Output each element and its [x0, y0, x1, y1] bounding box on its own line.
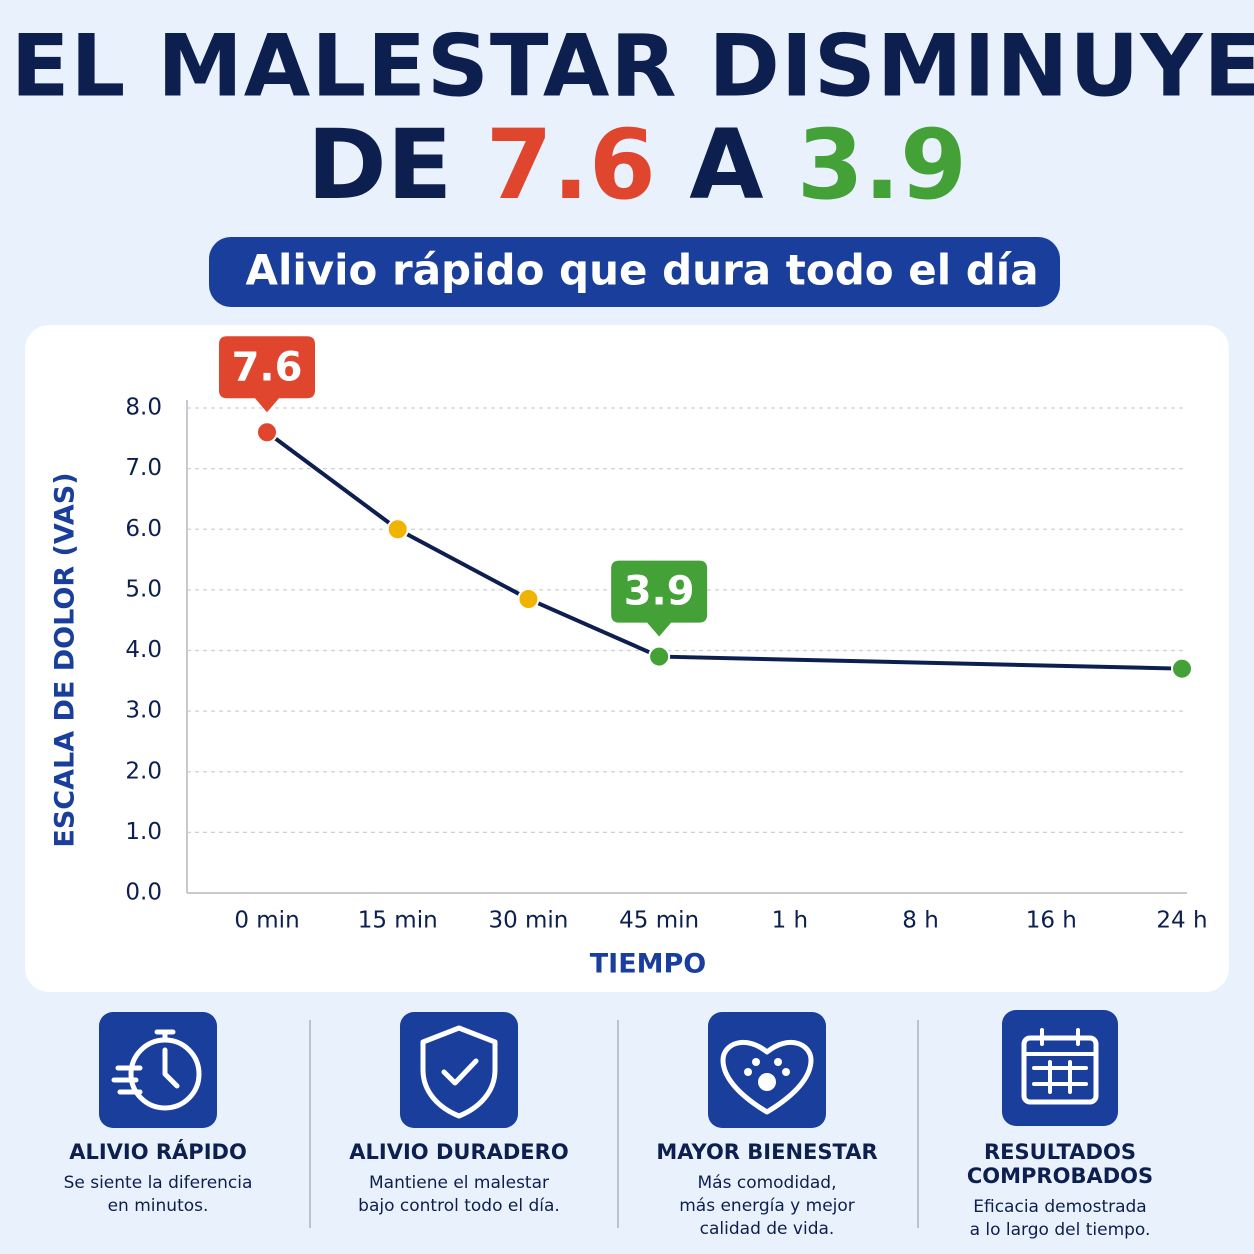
title-part: A: [656, 109, 797, 221]
point: [1171, 657, 1193, 680]
point: [256, 421, 278, 444]
y-tick-label: 1.0: [125, 819, 162, 845]
feature-title: ALIVIO RÁPIDO: [69, 1139, 247, 1164]
title-part: 7.6: [486, 109, 656, 221]
feature-title: COMPROBADOS: [967, 1164, 1153, 1188]
heart-icon: [720, 1040, 814, 1115]
y-tick-label: 4.0: [125, 637, 162, 663]
y-tick-label: 6.0: [125, 516, 162, 542]
y-tick-label: 8.0: [125, 395, 162, 421]
calendar-icon: [1021, 1035, 1099, 1105]
x-axis-label: TIEMPO: [590, 949, 707, 980]
title-part: 3.9: [797, 109, 967, 221]
line-segment: [265, 430, 399, 531]
point: [517, 587, 540, 610]
subtitle-pill: [209, 237, 1060, 307]
feature-text: Eficacia demostrada: [973, 1197, 1146, 1217]
x-tick-label: 24 h: [1156, 908, 1207, 934]
feature-text: más energía y mejor: [679, 1196, 855, 1216]
data-label: 7.6: [232, 344, 303, 390]
chart-card: [25, 325, 1229, 992]
x-tick-label: 0 min: [234, 908, 299, 934]
y-tick-label: 7.0: [125, 455, 162, 481]
point: [386, 518, 409, 541]
feature-title: ALIVIO DURADERO: [349, 1140, 568, 1164]
y-tick-label: 3.0: [125, 698, 162, 724]
x-tick-label: 16 h: [1026, 908, 1077, 934]
x-tick-label: 8 h: [902, 908, 939, 934]
stopwatch-icon: [111, 1029, 180, 1095]
feature-text: calidad de vida.: [700, 1219, 835, 1239]
line-segment: [659, 654, 1183, 671]
feature-text: bajo control todo el día.: [358, 1196, 560, 1216]
y-axis-label: ESCALA DE DOLOR (VAS): [50, 472, 81, 847]
x-tick-label: 1 h: [772, 908, 809, 934]
feature-text: en minutos.: [108, 1196, 209, 1216]
y-tick-label: 5.0: [125, 576, 162, 602]
point: [648, 645, 671, 668]
x-tick-label: 15 min: [358, 908, 438, 934]
line-segment: [396, 527, 530, 601]
x-tick-label: 30 min: [488, 908, 568, 934]
data-label-bg: [611, 560, 708, 637]
feature-text: Se siente la diferencia: [64, 1173, 253, 1193]
shield-icon: [420, 1025, 498, 1119]
feature-text: Más comodidad,: [698, 1173, 837, 1193]
subtitle: Alivio rápido que dura todo el día: [245, 246, 1038, 295]
title: DE 7.6 A 3.9: [307, 109, 967, 221]
title-part: DE: [307, 109, 486, 221]
feature-text: a lo largo del tiempo.: [970, 1220, 1151, 1240]
feature-title: RESULTADOS: [984, 1140, 1136, 1164]
data-label-bg: [219, 336, 315, 413]
line-segment: [527, 597, 660, 659]
feature-text: Mantiene el malestar: [369, 1173, 549, 1193]
feature-title: MAYOR BIENESTAR: [656, 1140, 877, 1164]
title: EL MALESTAR DISMINUYE: [11, 16, 1254, 116]
y-tick-label: 2.0: [125, 758, 162, 784]
y-tick-label: 0.0: [125, 880, 162, 906]
x-tick-label: 45 min: [619, 908, 699, 934]
data-label: 3.9: [624, 569, 695, 615]
features: [99, 1010, 1118, 1228]
